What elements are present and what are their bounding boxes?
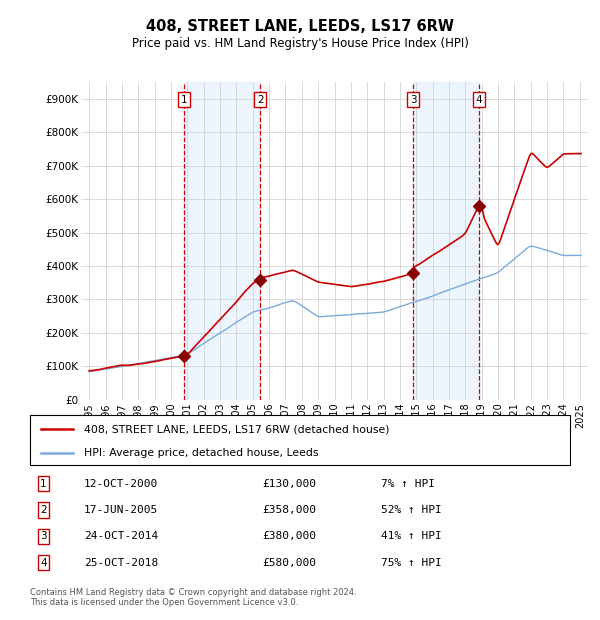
Text: 24-OCT-2014: 24-OCT-2014: [84, 531, 158, 541]
Text: 1: 1: [40, 479, 47, 489]
Text: £580,000: £580,000: [262, 558, 316, 568]
Text: 2: 2: [40, 505, 47, 515]
Text: 52% ↑ HPI: 52% ↑ HPI: [381, 505, 442, 515]
Text: 408, STREET LANE, LEEDS, LS17 6RW (detached house): 408, STREET LANE, LEEDS, LS17 6RW (detac…: [84, 424, 389, 434]
Text: 3: 3: [40, 531, 47, 541]
Bar: [413, 82, 479, 400]
Text: 25-OCT-2018: 25-OCT-2018: [84, 558, 158, 568]
Text: 4: 4: [40, 558, 47, 568]
Text: Price paid vs. HM Land Registry's House Price Index (HPI): Price paid vs. HM Land Registry's House …: [131, 37, 469, 50]
Text: 17-JUN-2005: 17-JUN-2005: [84, 505, 158, 515]
Text: 7% ↑ HPI: 7% ↑ HPI: [381, 479, 435, 489]
Text: £358,000: £358,000: [262, 505, 316, 515]
Text: HPI: Average price, detached house, Leeds: HPI: Average price, detached house, Leed…: [84, 448, 319, 458]
Bar: [184, 82, 260, 400]
Text: 41% ↑ HPI: 41% ↑ HPI: [381, 531, 442, 541]
Text: £130,000: £130,000: [262, 479, 316, 489]
Text: £380,000: £380,000: [262, 531, 316, 541]
Text: 4: 4: [475, 95, 482, 105]
Text: 75% ↑ HPI: 75% ↑ HPI: [381, 558, 442, 568]
Text: 408, STREET LANE, LEEDS, LS17 6RW: 408, STREET LANE, LEEDS, LS17 6RW: [146, 19, 454, 33]
Text: 2: 2: [257, 95, 263, 105]
Text: 3: 3: [410, 95, 416, 105]
Text: Contains HM Land Registry data © Crown copyright and database right 2024.
This d: Contains HM Land Registry data © Crown c…: [30, 588, 356, 607]
Text: 12-OCT-2000: 12-OCT-2000: [84, 479, 158, 489]
Text: 1: 1: [181, 95, 187, 105]
FancyBboxPatch shape: [30, 415, 570, 465]
